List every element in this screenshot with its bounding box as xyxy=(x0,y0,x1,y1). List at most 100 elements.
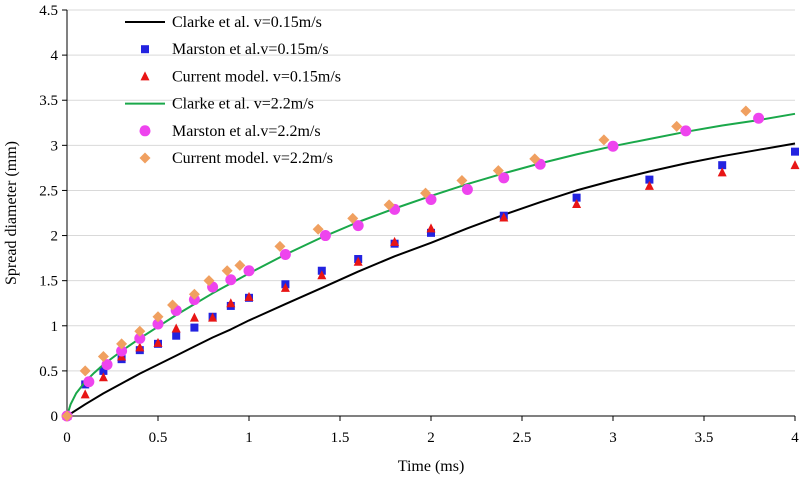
series-layer xyxy=(61,105,800,422)
data-point xyxy=(353,256,363,266)
data-point xyxy=(492,165,504,177)
data-point xyxy=(319,230,331,242)
x-axis-title: Time (ms) xyxy=(398,458,465,475)
data-point xyxy=(80,389,90,399)
data-point xyxy=(499,212,509,222)
data-point xyxy=(98,372,108,382)
data-point xyxy=(427,228,435,237)
data-point xyxy=(753,112,765,124)
x-tick-label: 4 xyxy=(791,430,799,446)
data-point xyxy=(226,298,236,308)
data-point xyxy=(171,323,181,333)
y-tick-label: 1 xyxy=(51,319,59,335)
x-tick-label: 0 xyxy=(63,430,71,446)
data-point xyxy=(134,332,146,344)
data-point xyxy=(153,337,163,347)
data-point xyxy=(116,338,128,350)
legend-label: Clarke et al. v=2.2m/s xyxy=(172,96,314,113)
data-point xyxy=(79,365,91,377)
data-point xyxy=(189,312,199,322)
data-point xyxy=(529,153,541,165)
data-point xyxy=(572,198,582,208)
data-point xyxy=(425,193,437,205)
data-point xyxy=(152,311,164,323)
legend-swatch xyxy=(141,45,149,54)
data-point xyxy=(99,366,108,375)
data-point xyxy=(456,175,468,187)
data-point xyxy=(426,223,436,233)
legend-swatch xyxy=(139,152,151,164)
data-point xyxy=(791,147,799,156)
y-tick-label: 1.5 xyxy=(39,274,58,290)
legend-item: Clarke et al. v=2.2m/s xyxy=(125,96,314,113)
series-5 xyxy=(61,105,752,422)
legend-item: Marston et al.v=2.2m/s xyxy=(139,123,321,140)
data-point xyxy=(420,187,432,199)
data-point xyxy=(61,410,73,422)
series-0 xyxy=(66,142,796,417)
series-line xyxy=(66,142,796,417)
x-tick-label: 2 xyxy=(427,430,435,446)
data-point xyxy=(152,318,164,330)
data-point xyxy=(461,184,473,196)
x-tick-label: 3.5 xyxy=(695,430,714,446)
data-point xyxy=(203,275,215,287)
data-point xyxy=(347,212,359,224)
x-tick-label: 1.5 xyxy=(331,430,350,446)
legend-label: Current model. v=0.15m/s xyxy=(172,68,341,85)
data-point xyxy=(172,331,181,340)
data-point xyxy=(607,140,619,152)
data-point xyxy=(598,134,610,146)
x-tick-label: 0.5 xyxy=(149,430,168,446)
data-point xyxy=(244,291,254,301)
data-point xyxy=(680,125,692,137)
data-point xyxy=(383,199,395,211)
data-point xyxy=(740,105,752,117)
data-point xyxy=(134,325,146,337)
data-point xyxy=(116,345,128,357)
y-tick-label: 3.5 xyxy=(39,93,58,109)
data-point xyxy=(274,240,286,252)
y-axis-title: Spread diameter (mm) xyxy=(3,141,20,285)
data-point xyxy=(644,180,654,190)
grid-layer xyxy=(67,9,795,372)
data-point xyxy=(101,359,113,371)
data-point xyxy=(572,193,581,202)
x-tick-label: 2.5 xyxy=(513,430,532,446)
data-point xyxy=(279,249,291,261)
data-point xyxy=(312,223,324,235)
data-point xyxy=(790,160,800,170)
data-point xyxy=(498,172,510,184)
y-tick-label: 0 xyxy=(51,409,59,425)
legend-item: Marston et al.v=0.15m/s xyxy=(141,41,329,58)
data-point xyxy=(83,376,95,388)
legend-item: Current model. v=2.2m/s xyxy=(139,150,333,167)
data-point xyxy=(234,259,246,271)
data-point xyxy=(243,265,255,277)
y-tick-label: 4 xyxy=(51,48,59,64)
data-point xyxy=(188,288,200,300)
legend-label: Marston et al.v=0.15m/s xyxy=(172,41,329,58)
data-point xyxy=(317,270,327,280)
y-tick-label: 2 xyxy=(51,229,59,245)
y-tick-label: 0.5 xyxy=(39,364,58,380)
data-point xyxy=(718,161,727,170)
data-point xyxy=(671,120,683,132)
data-point xyxy=(135,342,145,352)
x-tick-label: 3 xyxy=(609,430,617,446)
data-point xyxy=(208,312,218,322)
series-1 xyxy=(63,147,799,420)
data-point xyxy=(97,350,109,362)
data-point xyxy=(167,299,179,311)
data-point xyxy=(645,175,654,184)
legend-label: Current model. v=2.2m/s xyxy=(172,150,333,167)
ticks-layer: 0 0.5 1 1.5 2 2.5 3 3.5 4 4.5 0 0.5 1 1.5 2 2.5 3 3.5 4 xyxy=(39,3,799,446)
legend: Clarke et al. v=0.15m/s Marston et al.v=0… xyxy=(125,14,341,167)
y-tick-label: 2.5 xyxy=(39,183,58,199)
legend-swatch xyxy=(140,71,150,81)
legend-swatch xyxy=(139,125,151,137)
data-point xyxy=(390,236,400,246)
y-tick-label: 3 xyxy=(51,138,59,154)
data-point xyxy=(225,274,237,286)
